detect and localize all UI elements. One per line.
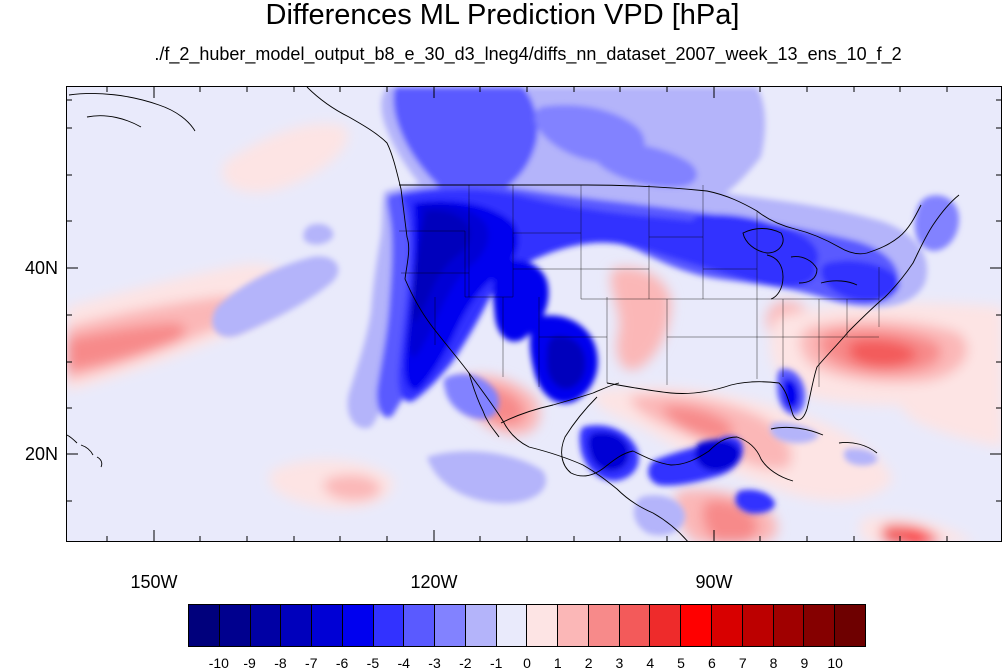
colorbar-box [619,605,651,646]
colorbar [188,604,866,647]
lon-label-90w: 90W [695,572,733,592]
colorbar-tick-label: -9 [243,655,256,671]
colorbar-box [712,605,743,646]
colorbar-box [681,605,713,646]
colorbar-tick-label: -8 [274,655,287,671]
colorbar-box [312,605,343,646]
colorbar-tick-label: -4 [397,655,410,671]
colorbar-tick-label: 4 [646,655,655,671]
colorbar-tick-label: 6 [708,655,716,671]
colorbar-tick-label: 8 [769,655,778,671]
colorbar-box [465,605,497,646]
colorbar-tick-label: 5 [677,655,685,671]
lat-label-20n: 20N [24,444,58,464]
colorbar-tick-label: -1 [489,655,503,671]
colorbar-tick-label: 2 [584,655,593,671]
lon-label-150w: 150W [130,572,178,592]
vpd-difference-map [67,87,1001,541]
colorbar-box [558,605,589,646]
colorbar-tick-label: 0 [523,655,531,671]
colorbar-tick-label: 3 [615,655,624,671]
colorbar-box [804,605,836,646]
lat-label-40n: 40N [24,258,58,278]
colorbar-box [773,605,805,646]
map-panel [66,86,1002,542]
colorbar-box [435,605,466,646]
colorbar-tick-label: 10 [827,655,843,671]
colorbar-tick-label: -3 [428,655,441,671]
colorbar-tick-label: 9 [800,655,809,671]
colorbar-box [404,605,436,646]
colorbar-box [342,605,374,646]
colorbar-tick-label: 1 [553,655,562,671]
colorbar-box [496,605,528,646]
colorbar-tick-label: -10 [208,655,229,671]
colorbar-box [527,605,559,646]
map-title: Differences ML Prediction VPD [hPa] [265,0,740,31]
colorbar-tick-label: -5 [366,655,380,671]
colorbar-box [588,605,620,646]
colorbar-box [281,605,313,646]
colorbar-tick-label: -6 [335,655,349,671]
map-subtitle: ./f_2_huber_model_output_b8_e_30_d3_lneg… [154,44,902,64]
colorbar-tick-label: -2 [459,655,472,671]
colorbar-box [219,605,251,646]
colorbar-box [742,605,774,646]
colorbar-box [250,605,282,646]
colorbar-box [835,605,865,646]
lon-label-120w: 120W [410,572,458,592]
colorbar-box [650,605,682,646]
colorbar-tick-label: -7 [305,655,318,671]
colorbar-box [373,605,405,646]
colorbar-tick-label: 7 [738,655,747,671]
colorbar-box [189,605,220,646]
